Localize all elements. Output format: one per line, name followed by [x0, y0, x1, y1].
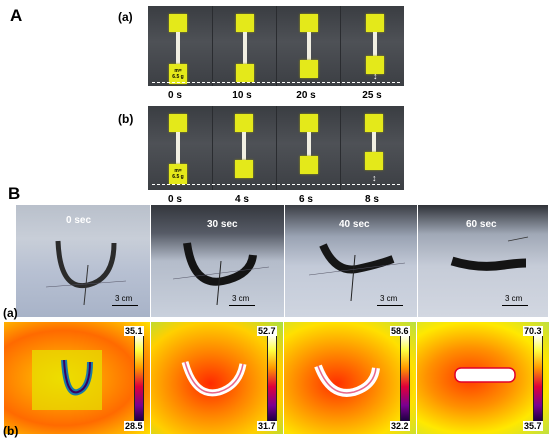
scale-label: 3 cm: [505, 294, 523, 303]
curled-sample: [172, 242, 270, 306]
min-temperature: 28.5: [124, 421, 144, 431]
time-label: 0 s: [168, 90, 182, 101]
time-label: 20 s: [296, 90, 316, 101]
color-scale-bar: [533, 334, 543, 422]
fiber-sample: [243, 32, 247, 66]
time-label: 8 s: [365, 194, 379, 205]
thermal-image-2: 52.7 31.7: [151, 322, 283, 434]
min-temperature: 31.7: [257, 421, 277, 431]
thermal-sample: [454, 367, 516, 383]
weight-block: [365, 152, 383, 170]
up-arrow-icon: ↕: [373, 71, 378, 81]
panel-b-row-a-label: (a): [3, 306, 18, 320]
panel-a-row-b-photo: m= 6.5 g ↕: [148, 106, 404, 190]
photo-30-sec: 30 sec 3 cm: [151, 205, 284, 317]
thermal-image-1: 35.1 28.5: [4, 322, 150, 434]
flattened-sample: [450, 236, 529, 271]
top-clamp: [366, 14, 384, 32]
frame-divider: [276, 6, 277, 86]
scale-bar: [229, 305, 255, 306]
scale-bar: [377, 305, 403, 306]
photo-40-sec: 40 sec 3 cm: [285, 205, 417, 317]
weight-block: [169, 64, 187, 84]
scale-bar: [112, 305, 138, 306]
top-clamp: [169, 14, 187, 32]
fiber-sample: [242, 132, 246, 162]
frame-divider: [276, 106, 277, 190]
frame-divider: [212, 106, 213, 190]
time-label: 40 sec: [339, 219, 370, 230]
scale-label: 3 cm: [380, 294, 398, 303]
mass-label: m= 6.5 g: [172, 168, 184, 180]
frame-divider: [212, 6, 213, 86]
top-clamp: [365, 114, 383, 132]
top-clamp: [169, 114, 187, 132]
frame-divider: [340, 106, 341, 190]
time-label: 0 sec: [66, 215, 92, 226]
color-scale-bar: [267, 334, 277, 422]
thermal-sample: [181, 360, 247, 397]
weight-block: [300, 60, 318, 78]
max-temperature: 70.3: [523, 326, 543, 336]
thermal-sample: [32, 350, 102, 410]
weight-block: [169, 164, 187, 184]
photo-0-sec: 0 sec 3 cm: [16, 205, 150, 317]
panel-a-row-b-label: (b): [118, 112, 134, 126]
fiber-sample: [307, 132, 311, 158]
weight-block: [235, 160, 253, 178]
panel-b-row-b-label: (b): [3, 424, 19, 438]
fiber-sample: [176, 32, 180, 66]
mass-label: m= 6.5 g: [172, 68, 184, 80]
fiber-sample: [176, 132, 180, 166]
max-temperature: 52.7: [257, 326, 277, 336]
min-temperature: 32.2: [390, 421, 410, 431]
up-arrow-icon: ↕: [372, 173, 377, 183]
photo-60-sec: 60 sec 3 cm: [418, 205, 548, 317]
time-label: 4 s: [235, 194, 249, 205]
scale-label: 3 cm: [232, 294, 250, 303]
thermal-sample: [314, 364, 380, 397]
top-clamp: [300, 114, 318, 132]
time-label: 10 s: [232, 90, 252, 101]
time-label: 60 sec: [466, 219, 497, 230]
curled-sample: [308, 243, 406, 302]
panel-a-row-a-label: (a): [118, 10, 133, 24]
time-label: 30 sec: [207, 219, 238, 230]
reference-line: [152, 82, 400, 83]
weight-block: [300, 156, 318, 174]
top-clamp: [235, 114, 253, 132]
panel-a-letter: A: [10, 6, 23, 25]
curled-sample: [45, 240, 127, 306]
top-clamp: [236, 14, 254, 32]
reference-line: [152, 184, 400, 185]
fiber-sample: [373, 32, 377, 58]
fiber-sample: [372, 132, 376, 154]
scale-bar: [502, 305, 528, 306]
max-temperature: 58.6: [390, 326, 410, 336]
scale-label: 3 cm: [115, 294, 133, 303]
time-label: 6 s: [299, 194, 313, 205]
thermal-image-4: 70.3 35.7: [417, 322, 549, 434]
panel-b-letter: B: [8, 184, 21, 203]
time-label: 25 s: [362, 90, 382, 101]
color-scale-bar: [134, 334, 144, 422]
min-temperature: 35.7: [523, 421, 543, 431]
weight-block: [366, 56, 384, 74]
top-clamp: [300, 14, 318, 32]
color-scale-bar: [400, 334, 410, 422]
fiber-sample: [307, 32, 311, 62]
thermal-image-3: 58.6 32.2: [284, 322, 416, 434]
time-label: 0 s: [168, 194, 182, 205]
weight-block: [236, 64, 254, 82]
panel-a-row-a-photo: m= 6.5 g ↕: [148, 6, 404, 86]
frame-divider: [340, 6, 341, 86]
max-temperature: 35.1: [124, 326, 144, 336]
